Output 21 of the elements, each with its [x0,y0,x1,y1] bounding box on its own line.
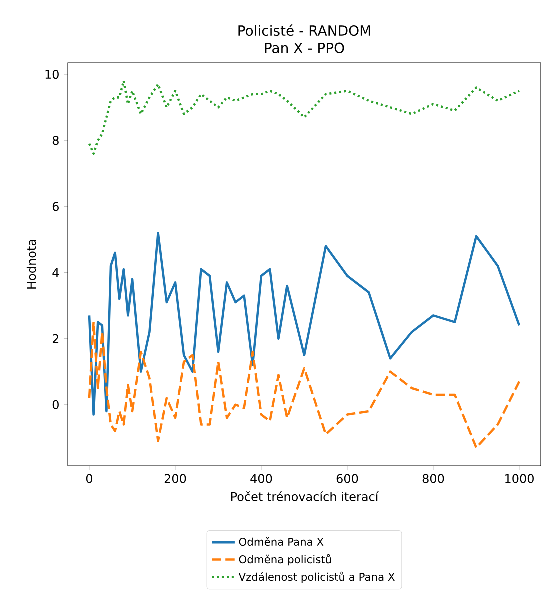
legend-label: Odměna policistů [239,554,332,566]
line-series [88,232,521,416]
line-series [88,321,521,449]
y-tick-label: 8 [52,136,59,146]
x-axis-title: Počet trénovacích iterací [231,492,380,502]
y-tick-label: 10 [46,70,59,80]
y-tick-label: 2 [52,334,59,344]
x-tick-label: 1000 [506,474,534,484]
chart-subtitle: Pan X - PPO [265,42,344,54]
y-axis-title: Hodnota [26,240,36,289]
x-tick-label: 800 [422,474,444,484]
y-tick-label: 6 [52,202,59,212]
x-tick-label: 400 [250,474,272,484]
x-tick-label: 600 [336,474,358,484]
chart-title: Policisté - RANDOM [238,24,370,36]
x-tick-label: 200 [164,474,186,484]
x-tick-label: 0 [86,474,93,484]
legend-label: Vzdálenost policistů a Pana X [238,572,395,584]
y-tick-label: 0 [52,400,59,410]
legend-label: Odměna Pana X [239,537,324,546]
y-tick-label: 4 [52,268,60,278]
